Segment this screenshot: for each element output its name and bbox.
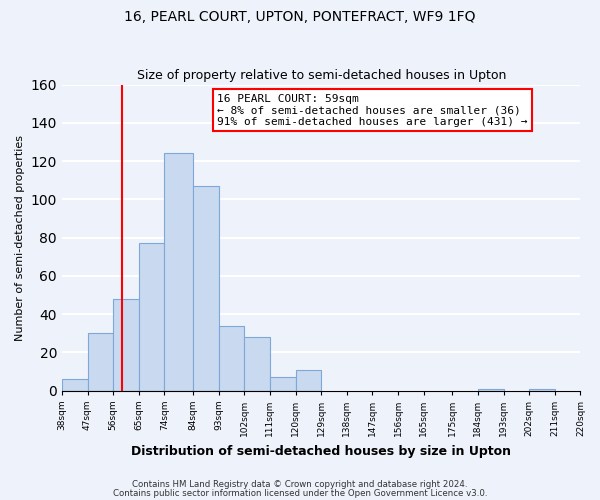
Bar [270,378,296,391]
Bar [193,186,218,391]
Bar [218,326,244,391]
Text: Contains public sector information licensed under the Open Government Licence v3: Contains public sector information licen… [113,488,487,498]
Bar [244,337,270,391]
Bar [88,334,113,391]
Y-axis label: Number of semi-detached properties: Number of semi-detached properties [15,134,25,340]
Text: Contains HM Land Registry data © Crown copyright and database right 2024.: Contains HM Land Registry data © Crown c… [132,480,468,489]
Bar [113,299,139,391]
Text: 16 PEARL COURT: 59sqm
← 8% of semi-detached houses are smaller (36)
91% of semi-: 16 PEARL COURT: 59sqm ← 8% of semi-detac… [217,94,528,127]
Bar [478,389,503,391]
Bar [62,380,88,391]
Bar [296,370,321,391]
Bar [139,244,164,391]
Title: Size of property relative to semi-detached houses in Upton: Size of property relative to semi-detach… [137,69,506,82]
Text: 16, PEARL COURT, UPTON, PONTEFRACT, WF9 1FQ: 16, PEARL COURT, UPTON, PONTEFRACT, WF9 … [124,10,476,24]
X-axis label: Distribution of semi-detached houses by size in Upton: Distribution of semi-detached houses by … [131,444,511,458]
Bar [164,154,193,391]
Bar [529,389,555,391]
